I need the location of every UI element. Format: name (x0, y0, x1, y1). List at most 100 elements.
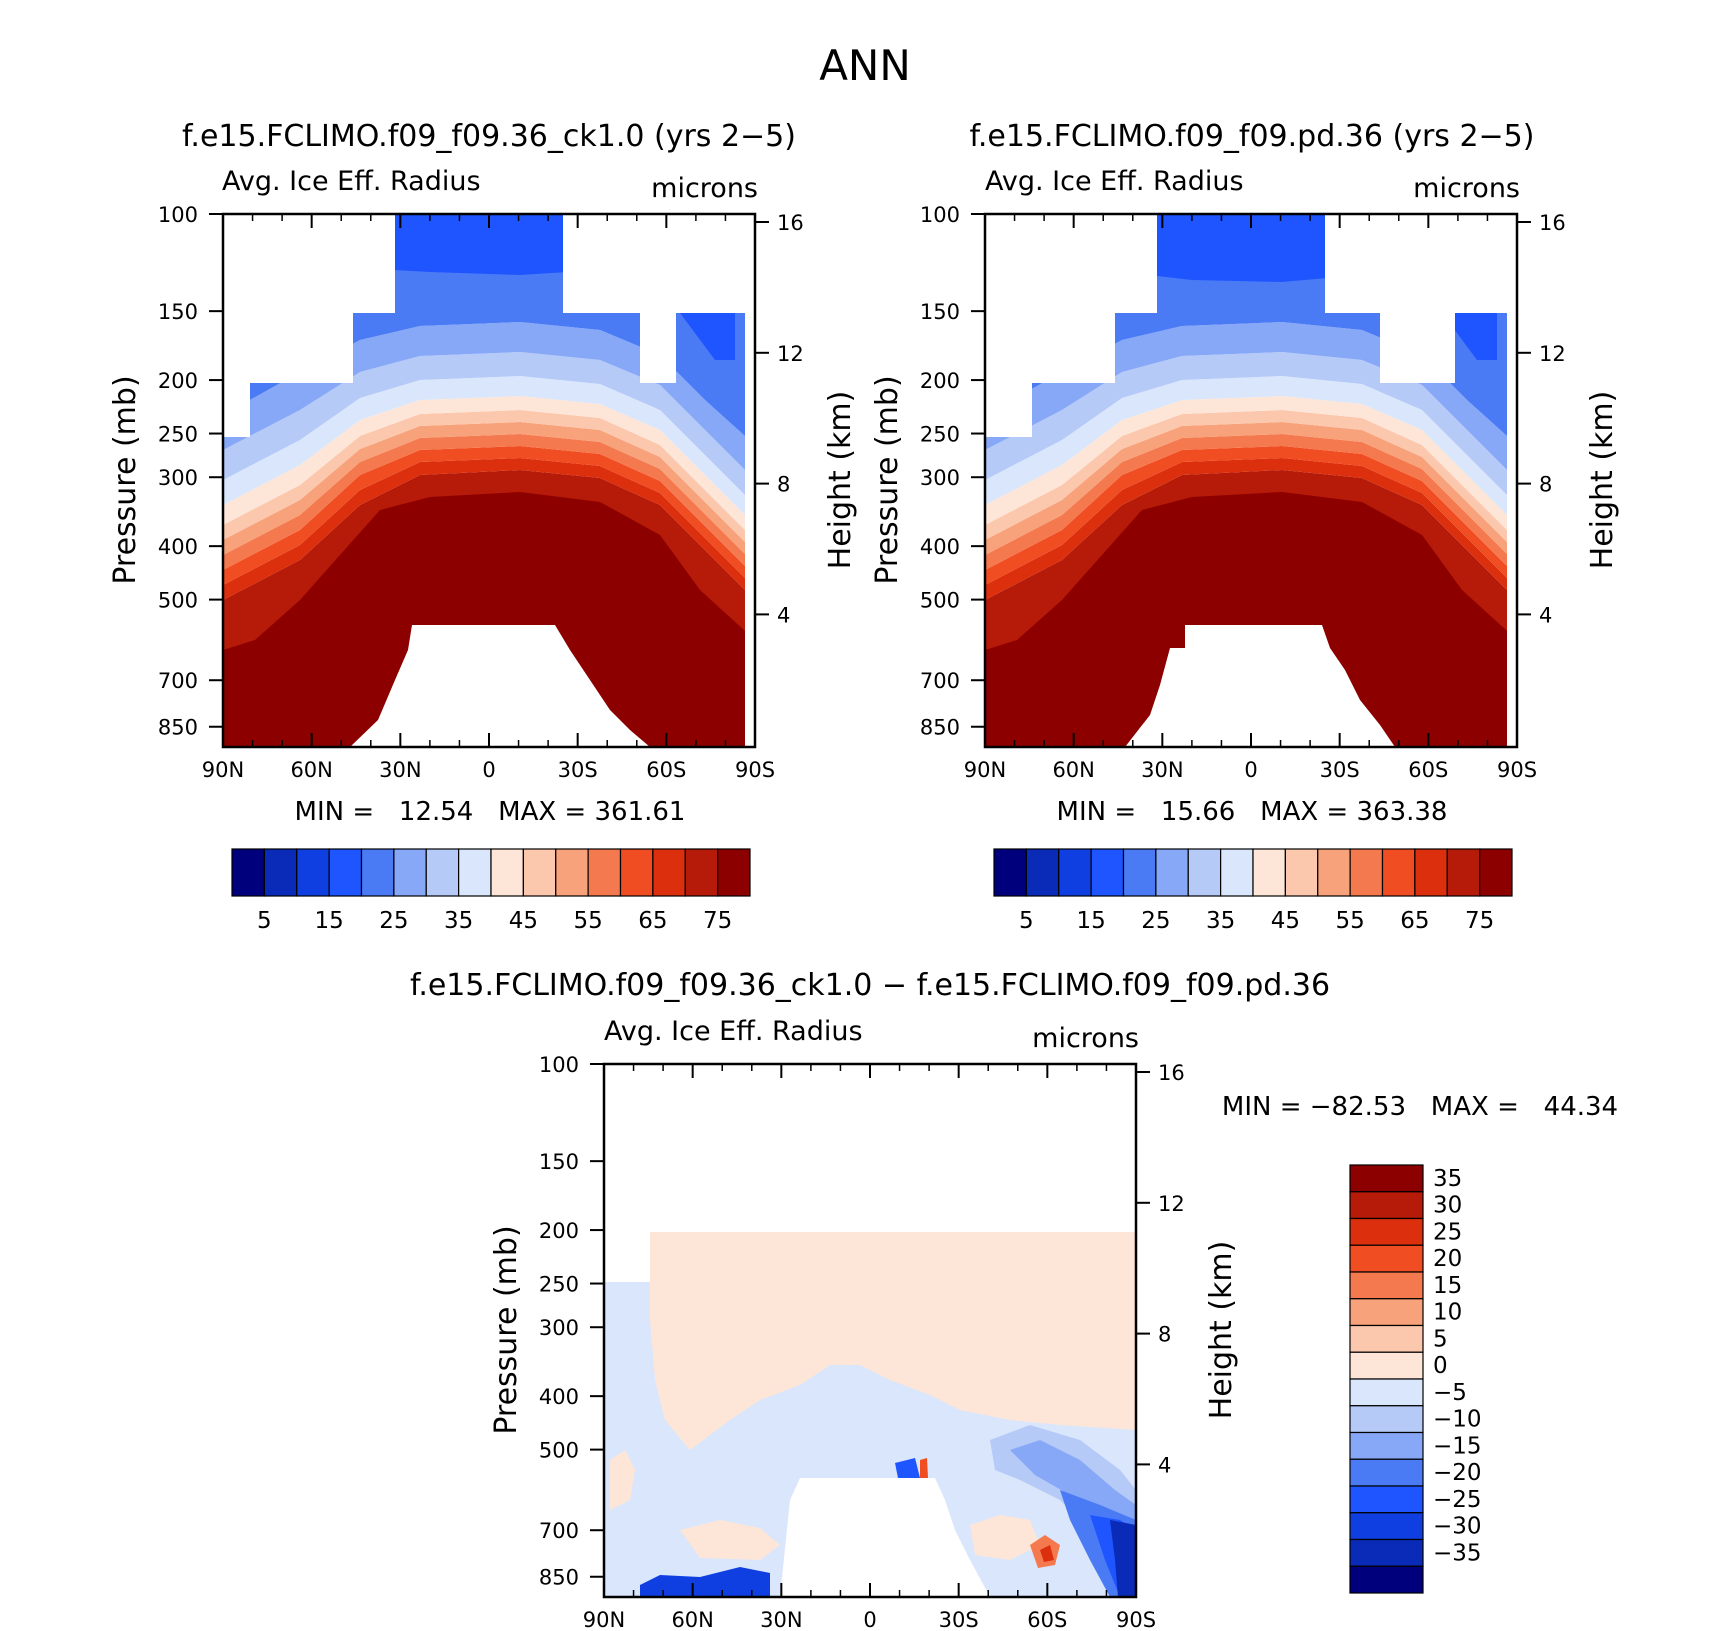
colorbar-swatch (522, 848, 557, 897)
contour-band (985, 352, 1517, 505)
colorbar-swatch (1349, 1538, 1424, 1567)
panel-title: f.e15.FCLIMO.f09_f09.36_ck1.0 (yrs 2−5) (182, 119, 796, 154)
colorbar-label: 15 (1433, 1273, 1462, 1299)
y-tick-label: 700 (920, 669, 960, 693)
data-mask (985, 214, 1157, 437)
data-mask (1325, 214, 1517, 383)
colorbar-swatch (231, 848, 265, 897)
colorbar-label: 5 (257, 908, 272, 934)
contour-band (223, 434, 755, 576)
x-tick-label: 90S (735, 758, 775, 782)
y-tick-label: 400 (920, 535, 960, 559)
panel-model-case: f.e15.FCLIMO.f09_f09.36_ck1.0 (yrs 2−5) … (108, 119, 858, 934)
colorbar-label: 0 (1433, 1353, 1448, 1379)
y-ticks-left: 100 150 200 250 300 400 500 700 850 (539, 1053, 604, 1590)
y-tick-label: 850 (920, 716, 960, 740)
y-right-tick-label: 8 (1158, 1323, 1171, 1347)
colorbar-swatch (652, 848, 686, 897)
y-right-tick-label: 4 (1158, 1453, 1171, 1477)
x-tick-label: 0 (482, 758, 495, 782)
x-ticks: 90N 60N 30N 0 30S 60S 90S (583, 1064, 1156, 1631)
y-tick-label: 300 (539, 1316, 579, 1340)
page-title: ANN (819, 41, 911, 90)
x-tick-label: 30N (379, 758, 421, 782)
y-tick-label: 700 (539, 1519, 579, 1543)
colorbar: 5 15 25 35 45 55 65 75 (993, 848, 1513, 934)
colorbar-swatch (1252, 848, 1286, 897)
colorbar-swatch (1446, 848, 1481, 897)
x-tick-label: 30S (558, 758, 598, 782)
colorbar-label: −15 (1433, 1433, 1482, 1459)
y-axis-title: Pressure (mb) (108, 375, 143, 584)
colorbar-swatch (263, 848, 298, 897)
x-tick-label: 60N (671, 1608, 713, 1631)
contour-band (985, 470, 1517, 650)
contour-band (360, 214, 600, 275)
y-tick-label: 150 (920, 300, 960, 324)
y-right-tick-label: 16 (777, 211, 804, 235)
colorbar-swatch (328, 848, 363, 897)
colorbar-label: 75 (703, 908, 732, 934)
x-tick-label: 60S (1027, 1608, 1067, 1631)
variable-label: Avg. Ice Eff. Radius (604, 1016, 863, 1047)
variable-label: Avg. Ice Eff. Radius (222, 166, 481, 197)
data-mask (604, 1064, 777, 1282)
colorbar-swatch (1220, 848, 1254, 897)
y-tick-label: 100 (158, 203, 198, 227)
colorbar-label: 65 (638, 908, 667, 934)
colorbar-label: 20 (1433, 1246, 1462, 1272)
y-ticks-left: 100 150 200 250 300 400 500 700 850 (920, 203, 985, 740)
panel-control-case: f.e15.FCLIMO.f09_f09.pd.36 (yrs 2−5) Avg… (870, 119, 1620, 934)
y-tick-label: 500 (539, 1439, 579, 1463)
units-label: microns (1032, 1023, 1139, 1054)
contour-band (1122, 214, 1362, 282)
colorbar-label: 30 (1433, 1193, 1462, 1219)
colorbar-swatch (684, 848, 719, 897)
contour-band (985, 434, 1517, 576)
y-ticks-right: 16 12 8 4 (755, 211, 804, 627)
contour-band (985, 396, 1517, 540)
colorbar-swatch (1025, 848, 1060, 897)
y-axis-right-title: Height (km) (823, 391, 858, 570)
variable-label: Avg. Ice Eff. Radius (985, 166, 1244, 197)
y-axis-title: Pressure (mb) (870, 375, 905, 584)
contour-band (970, 1515, 1040, 1560)
contour-band (650, 1232, 1136, 1450)
x-tick-label: 30N (1141, 758, 1183, 782)
colorbar-swatch (1349, 848, 1384, 897)
colorbar-label: 35 (1433, 1166, 1462, 1192)
colorbar-label: 45 (509, 908, 538, 934)
y-right-tick-label: 4 (777, 603, 790, 627)
colorbar-label: 35 (1206, 908, 1235, 934)
colorbar-swatch (360, 848, 395, 897)
colorbar-label: −5 (1433, 1380, 1467, 1406)
colorbar-swatch (1349, 1324, 1424, 1353)
min-max-stats: MIN = 15.66 MAX = 363.38 (1057, 797, 1448, 827)
colorbar: 5 15 25 35 45 55 65 75 (231, 848, 751, 934)
colorbar-swatch (458, 848, 492, 897)
min-max-stats: MIN = 12.54 MAX = 361.61 (295, 797, 686, 827)
x-tick-label: 90S (1116, 1608, 1156, 1631)
colorbar-swatch (1349, 1164, 1424, 1193)
contour-band (223, 446, 755, 588)
x-tick-label: 0 (1244, 758, 1257, 782)
x-tick-label: 60S (1408, 758, 1448, 782)
y-tick-label: 500 (158, 589, 198, 613)
contour-band (920, 1458, 928, 1478)
y-right-tick-label: 16 (1539, 211, 1566, 235)
contour-band (1040, 1545, 1054, 1562)
colorbar-swatch (1058, 848, 1092, 897)
colorbar-label: 5 (1433, 1326, 1448, 1352)
y-tick-label: 300 (920, 466, 960, 490)
contour-field (604, 1064, 1136, 1597)
colorbar-label: 5 (1019, 908, 1034, 934)
y-tick-label: 250 (539, 1273, 579, 1297)
y-tick-label: 200 (920, 369, 960, 393)
panel-title: f.e15.FCLIMO.f09_f09.36_ck1.0 − f.e15.FC… (410, 968, 1330, 1003)
y-tick-label: 100 (920, 203, 960, 227)
colorbar-label: −25 (1433, 1487, 1482, 1513)
contour-band (223, 458, 755, 600)
x-tick-label: 30S (1320, 758, 1360, 782)
